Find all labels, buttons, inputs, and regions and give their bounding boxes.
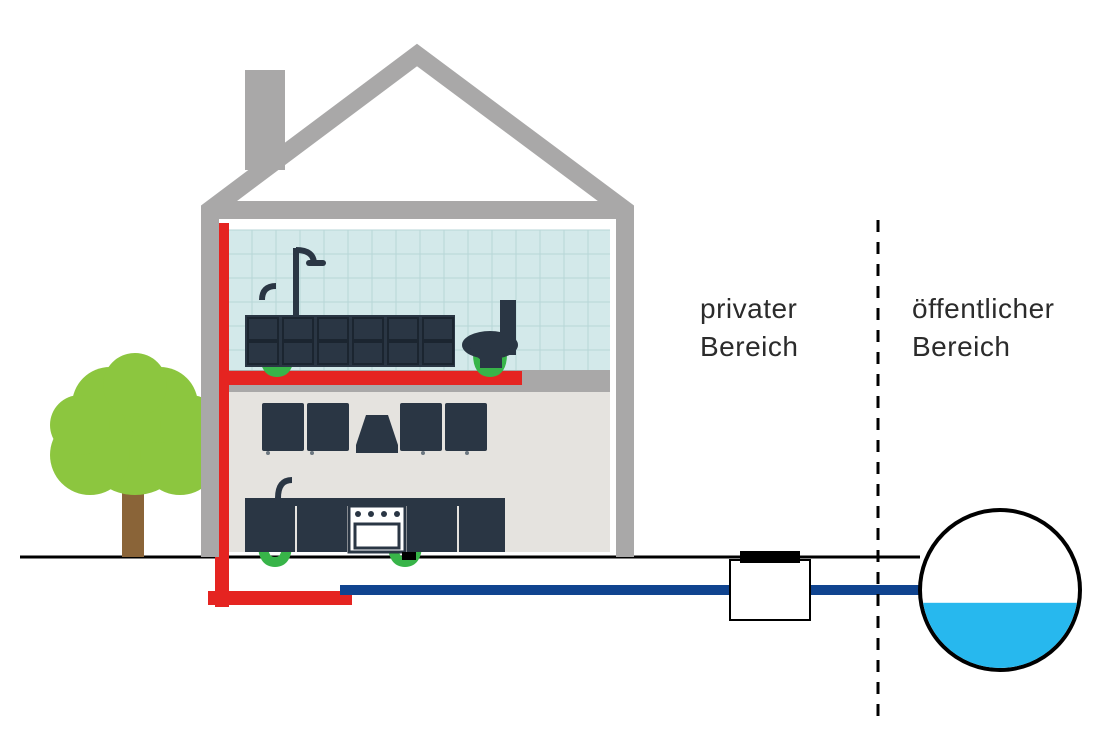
label-public-l2: Bereich <box>912 331 1010 362</box>
chimney <box>245 70 285 170</box>
label-public: öffentlicher Bereich <box>912 290 1054 366</box>
sewer-water <box>920 603 1080 746</box>
inspection-chamber <box>730 560 810 620</box>
label-private-l2: Bereich <box>700 331 798 362</box>
label-private-l1: privater <box>700 293 797 324</box>
inspection-lid <box>740 551 800 563</box>
house-drainage-diagram <box>0 0 1112 746</box>
cleanout-cap <box>402 552 416 560</box>
label-public-l1: öffentlicher <box>912 293 1054 324</box>
label-private: privater Bereich <box>700 290 798 366</box>
tree-crown <box>50 353 220 495</box>
